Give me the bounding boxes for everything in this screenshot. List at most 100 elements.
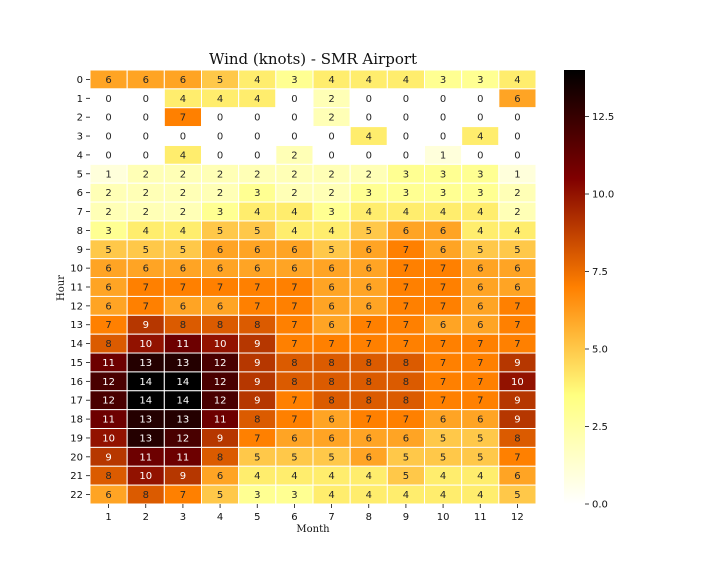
cell-value-label: 0	[403, 132, 409, 143]
y-axis-label: Hour	[56, 275, 67, 301]
y-tick-label: 7	[77, 207, 83, 218]
cell-value-label: 2	[366, 169, 372, 180]
cell-value-label: 0	[514, 132, 520, 143]
cell-value-label: 4	[328, 490, 334, 501]
cell-value-label: 6	[180, 264, 186, 275]
y-tick-label: 5	[77, 169, 83, 180]
cell-value-label: 2	[514, 207, 520, 218]
cell-value-label: 10	[139, 339, 152, 350]
cell-value-label: 6	[254, 264, 260, 275]
cell-value-label: 3	[477, 75, 483, 86]
chart-title: Wind (knots) - SMR Airport	[209, 50, 417, 68]
cell-value-label: 4	[291, 207, 297, 218]
cell-value-label: 4	[477, 207, 483, 218]
cell-value-label: 2	[180, 188, 186, 199]
cell-value-label: 7	[514, 339, 520, 350]
cell-value-label: 4	[143, 226, 149, 237]
cell-value-label: 4	[180, 150, 186, 161]
cell-value-label: 4	[180, 226, 186, 237]
cell-value-label: 3	[477, 188, 483, 199]
cell-value-label: 0	[328, 150, 334, 161]
cell-value-label: 7	[403, 264, 409, 275]
cell-value-label: 2	[105, 188, 111, 199]
cell-value-label: 6	[328, 415, 334, 426]
cell-value-label: 6	[440, 226, 446, 237]
cell-value-label: 3	[440, 169, 446, 180]
cell-value-label: 4	[254, 75, 260, 86]
cell-value-label: 2	[291, 169, 297, 180]
cell-value-label: 0	[477, 94, 483, 105]
cell-value-label: 7	[291, 415, 297, 426]
cell-value-label: 7	[366, 339, 372, 350]
cell-value-label: 7	[105, 320, 111, 331]
cell-value-label: 2	[143, 188, 149, 199]
cell-value-label: 4	[328, 226, 334, 237]
cell-value-label: 6	[403, 226, 409, 237]
cell-value-label: 0	[217, 132, 223, 143]
cell-value-label: 0	[105, 94, 111, 105]
x-tick-label: 2	[143, 512, 149, 523]
cell-value-label: 2	[291, 150, 297, 161]
cell-value-label: 3	[440, 75, 446, 86]
cell-value-label: 6	[328, 433, 334, 444]
cell-value-label: 6	[440, 245, 446, 256]
cell-value-label: 0	[366, 113, 372, 124]
cell-value-label: 7	[217, 283, 223, 294]
y-tick-label: 3	[77, 132, 83, 143]
colorbar-tick-label: 7.5	[592, 267, 608, 278]
cell-value-label: 12	[102, 377, 115, 388]
cell-value-label: 7	[366, 415, 372, 426]
cell-value-label: 4	[180, 94, 186, 105]
cell-value-label: 8	[366, 377, 372, 388]
cell-value-label: 8	[328, 377, 334, 388]
cell-value-label: 12	[214, 377, 227, 388]
colorbar-tick-label: 12.5	[592, 112, 614, 123]
cell-value-label: 2	[143, 207, 149, 218]
cell-value-label: 6	[328, 320, 334, 331]
cell-value-label: 6	[366, 264, 372, 275]
cell-value-label: 7	[291, 320, 297, 331]
cell-value-label: 6	[328, 301, 334, 312]
cell-value-label: 6	[291, 245, 297, 256]
cell-value-label: 0	[514, 113, 520, 124]
cell-value-label: 5	[440, 433, 446, 444]
cell-value-label: 7	[291, 339, 297, 350]
y-tick-label: 4	[77, 150, 83, 161]
cell-value-label: 5	[403, 471, 409, 482]
cell-value-label: 0	[366, 94, 372, 105]
cell-value-label: 13	[139, 415, 152, 426]
cell-value-label: 7	[366, 320, 372, 331]
cell-value-label: 4	[403, 490, 409, 501]
cell-value-label: 6	[440, 320, 446, 331]
cell-value-label: 3	[105, 226, 111, 237]
cell-value-label: 7	[514, 301, 520, 312]
cell-value-label: 6	[105, 301, 111, 312]
cell-value-label: 3	[254, 490, 260, 501]
y-tick-label: 17	[70, 396, 83, 407]
colorbar-tick-label: 0.0	[592, 500, 608, 511]
cell-value-label: 8	[291, 358, 297, 369]
cell-value-label: 11	[177, 452, 190, 463]
cell-value-label: 7	[143, 283, 149, 294]
cell-value-label: 4	[366, 207, 372, 218]
cell-value-label: 8	[180, 320, 186, 331]
cell-value-label: 3	[477, 169, 483, 180]
cell-value-label: 8	[143, 490, 149, 501]
cell-value-label: 7	[440, 264, 446, 275]
x-tick-label: 6	[291, 512, 297, 523]
x-tick-label: 9	[403, 512, 409, 523]
cell-value-label: 14	[139, 396, 152, 407]
cell-value-label: 4	[440, 207, 446, 218]
cell-value-label: 7	[291, 396, 297, 407]
y-tick-label: 0	[77, 75, 83, 86]
x-tick-label: 10	[437, 512, 450, 523]
cell-value-label: 5	[328, 452, 334, 463]
cell-value-label: 7	[440, 377, 446, 388]
cell-value-label: 5	[477, 245, 483, 256]
cell-value-label: 0	[291, 94, 297, 105]
cell-value-label: 5	[217, 226, 223, 237]
cell-value-label: 4	[366, 132, 372, 143]
cell-value-label: 5	[403, 452, 409, 463]
cell-value-label: 6	[143, 264, 149, 275]
colorbar-ticks: 0.0 2.5 5.0 7.5 10.0 12.5	[585, 112, 614, 511]
